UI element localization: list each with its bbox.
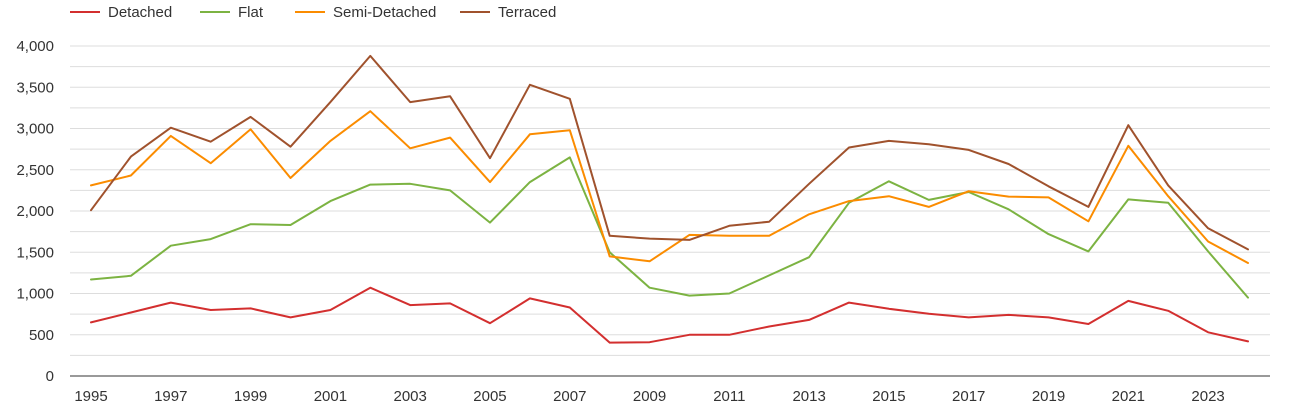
y-tick-label: 1,000 — [16, 286, 54, 303]
legend-label: Terraced — [498, 4, 556, 21]
y-tick-label: 4,000 — [16, 38, 54, 55]
y-tick-label: 3,500 — [16, 79, 54, 96]
legend-item-semi-detached: Semi-Detached — [295, 4, 436, 21]
grid-lines — [70, 45, 1270, 356]
x-tick-label: 1997 — [154, 388, 187, 405]
series-lines — [90, 54, 1249, 344]
x-tick-label: 2017 — [952, 388, 985, 405]
y-axis-tick-labels: 0 500 1,000 1,500 2,000 2,500 3,000 3,500 4,000 — [16, 38, 54, 385]
series-line-semi-detached — [90, 110, 1249, 264]
x-tick-label: 2001 — [314, 388, 347, 405]
series-line-detached — [90, 286, 1249, 344]
x-tick-label: 2009 — [633, 388, 666, 405]
legend-label: Flat — [238, 4, 264, 21]
x-tick-label: 1995 — [74, 388, 107, 405]
series-line-flat — [90, 156, 1249, 299]
legend-label: Detached — [108, 4, 172, 21]
x-tick-label: 2015 — [872, 388, 905, 405]
legend-label: Semi-Detached — [333, 4, 436, 21]
x-tick-label: 1999 — [234, 388, 267, 405]
legend: Detached Flat Semi-Detached Terraced — [70, 4, 556, 21]
x-tick-label: 2003 — [393, 388, 426, 405]
y-tick-label: 1,500 — [16, 244, 54, 261]
y-tick-label: 2,000 — [16, 203, 54, 220]
x-tick-label: 2013 — [792, 388, 825, 405]
y-tick-label: 500 — [29, 327, 54, 344]
legend-item-terraced: Terraced — [460, 4, 556, 21]
x-tick-label: 2011 — [713, 388, 745, 405]
x-tick-label: 2023 — [1191, 388, 1224, 405]
y-tick-label: 0 — [46, 368, 54, 385]
y-tick-label: 3,000 — [16, 121, 54, 138]
x-axis-tick-labels: 1995 1997 1999 2001 2003 2005 2007 2009 2011 2013… — [74, 388, 1224, 405]
legend-item-detached: Detached — [70, 4, 172, 21]
series-line-terraced — [90, 54, 1249, 251]
y-tick-label: 2,500 — [16, 162, 54, 179]
x-tick-label: 2019 — [1032, 388, 1065, 405]
legend-item-flat: Flat — [200, 4, 264, 21]
x-tick-label: 2007 — [553, 388, 586, 405]
x-tick-label: 2005 — [473, 388, 506, 405]
x-tick-label: 2021 — [1112, 388, 1145, 405]
